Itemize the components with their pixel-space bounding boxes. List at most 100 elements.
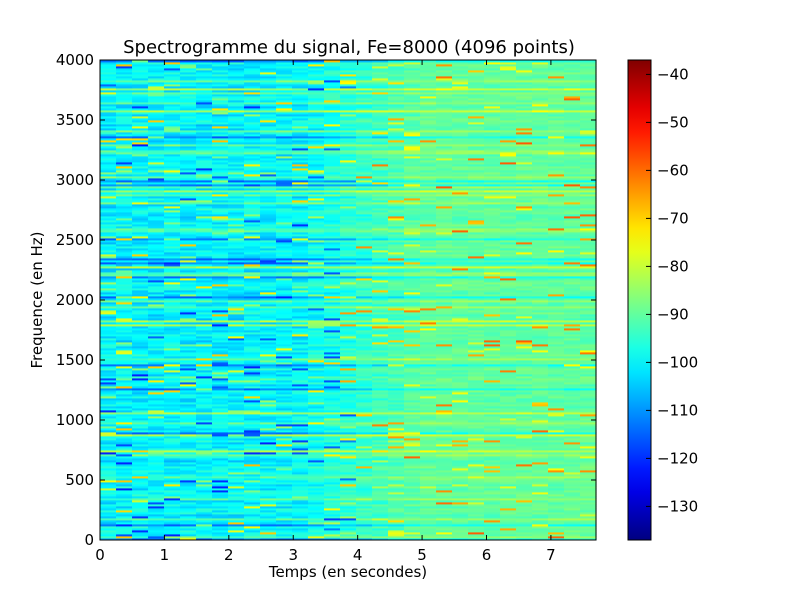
heatmap-cell — [452, 382, 469, 385]
heatmap-cell — [452, 392, 469, 395]
heatmap-cell — [228, 258, 245, 261]
heatmap-cell — [532, 314, 549, 317]
heatmap-cell — [452, 508, 469, 511]
heatmap-cell — [164, 260, 181, 263]
heatmap-cell — [132, 434, 149, 437]
heatmap-cell — [212, 434, 229, 437]
heatmap-cell — [228, 518, 245, 521]
heatmap-cell — [180, 534, 197, 537]
heatmap-cell — [276, 416, 293, 419]
heatmap-cell — [148, 392, 165, 395]
heatmap-cell — [452, 516, 469, 519]
heatmap-cell — [516, 510, 533, 513]
heatmap-cell — [532, 512, 549, 515]
heatmap-cell — [324, 474, 341, 477]
heatmap-cell — [388, 260, 405, 263]
heatmap-cell — [500, 406, 517, 409]
heatmap-cell — [148, 238, 165, 241]
heatmap-cell — [388, 450, 405, 453]
heatmap-cell — [324, 334, 341, 337]
heatmap-cell — [452, 358, 469, 361]
heatmap-cell — [308, 496, 325, 499]
heatmap-cell — [388, 296, 405, 299]
heatmap-cell — [420, 454, 437, 457]
heatmap-cell — [196, 294, 213, 297]
heatmap-cell — [276, 478, 293, 481]
heatmap-cell — [164, 484, 181, 487]
heatmap-cell — [148, 330, 165, 333]
heatmap-cell — [148, 448, 165, 451]
heatmap-cell — [580, 358, 597, 361]
heatmap-cell — [388, 482, 405, 485]
heatmap-cell — [228, 308, 245, 311]
heatmap-cell — [404, 236, 421, 239]
heatmap-cell — [532, 270, 549, 273]
heatmap-cell — [484, 410, 501, 413]
heatmap-cell — [308, 408, 325, 411]
heatmap-cell — [564, 538, 581, 541]
heatmap-cell — [532, 330, 549, 333]
heatmap-cell — [356, 350, 373, 353]
heatmap-cell — [180, 366, 197, 369]
heatmap-cell — [100, 526, 117, 529]
heatmap-cell — [292, 320, 309, 323]
heatmap-cell — [164, 414, 181, 417]
heatmap-cell — [116, 362, 133, 365]
heatmap-cell — [388, 254, 405, 257]
heatmap-cell — [196, 304, 213, 307]
heatmap-cell — [292, 512, 309, 515]
heatmap-cell — [180, 506, 197, 509]
heatmap-cell — [116, 506, 133, 509]
heatmap-cell — [468, 250, 485, 253]
heatmap-cell — [212, 260, 229, 263]
heatmap-cell — [516, 366, 533, 369]
heatmap-cell — [404, 346, 421, 349]
heatmap-cell — [516, 250, 533, 253]
heatmap-cell — [212, 266, 229, 269]
heatmap-cell — [580, 362, 597, 365]
heatmap-cell — [372, 304, 389, 307]
heatmap-cell — [548, 282, 565, 285]
heatmap-cell — [100, 356, 117, 359]
heatmap-cell — [564, 432, 581, 435]
heatmap-cell — [196, 510, 213, 513]
heatmap-cell — [292, 314, 309, 317]
heatmap-cell — [100, 470, 117, 473]
heatmap-cell — [260, 386, 277, 389]
heatmap-cell — [452, 478, 469, 481]
heatmap-cell — [180, 248, 197, 251]
heatmap-cell — [372, 460, 389, 463]
heatmap-cell — [580, 384, 597, 387]
heatmap-cell — [116, 414, 133, 417]
heatmap-cell — [468, 478, 485, 481]
heatmap-cell — [500, 450, 517, 453]
heatmap-cell — [452, 430, 469, 433]
heatmap-cell — [548, 516, 565, 519]
heatmap-cell — [468, 486, 485, 489]
heatmap-cell — [324, 468, 341, 471]
heatmap-cell — [324, 416, 341, 419]
heatmap-cell — [404, 304, 421, 307]
heatmap-cell — [244, 418, 261, 421]
heatmap-cell — [212, 426, 229, 429]
heatmap-cell — [340, 518, 357, 521]
heatmap-cell — [180, 460, 197, 463]
heatmap-cell — [292, 304, 309, 307]
heatmap-cell — [420, 476, 437, 479]
heatmap-cell — [308, 404, 325, 407]
heatmap-cell — [340, 488, 357, 491]
heatmap-cell — [372, 378, 389, 381]
heatmap-cell — [196, 492, 213, 495]
heatmap-cell — [436, 342, 453, 345]
heatmap-cell — [420, 430, 437, 433]
heatmap-cell — [484, 384, 501, 387]
heatmap-cell — [404, 432, 421, 435]
heatmap-cell — [388, 268, 405, 271]
heatmap-cell — [164, 478, 181, 481]
heatmap-cell — [580, 460, 597, 463]
heatmap-cell — [484, 386, 501, 389]
heatmap-cell — [180, 390, 197, 393]
heatmap-cell — [548, 290, 565, 293]
heatmap-cell — [228, 482, 245, 485]
heatmap-cell — [500, 256, 517, 259]
